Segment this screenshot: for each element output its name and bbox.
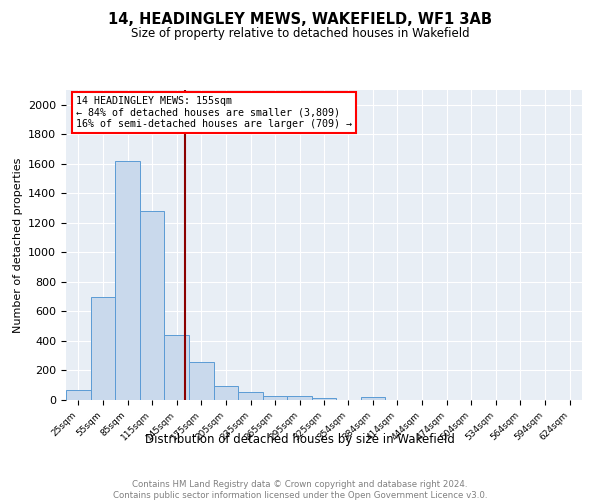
Text: Contains public sector information licensed under the Open Government Licence v3: Contains public sector information licen… [113, 491, 487, 500]
Bar [164, 335, 189, 400]
Bar [91, 296, 115, 400]
Bar [312, 398, 336, 400]
Bar [189, 362, 214, 400]
Text: 14, HEADINGLEY MEWS, WAKEFIELD, WF1 3AB: 14, HEADINGLEY MEWS, WAKEFIELD, WF1 3AB [108, 12, 492, 28]
Bar [238, 392, 263, 400]
Text: Distribution of detached houses by size in Wakefield: Distribution of detached houses by size … [145, 432, 455, 446]
Bar [115, 161, 140, 400]
Bar [361, 397, 385, 400]
Text: Size of property relative to detached houses in Wakefield: Size of property relative to detached ho… [131, 28, 469, 40]
Text: 14 HEADINGLEY MEWS: 155sqm
← 84% of detached houses are smaller (3,809)
16% of s: 14 HEADINGLEY MEWS: 155sqm ← 84% of deta… [76, 96, 352, 130]
Bar [214, 386, 238, 400]
Bar [140, 211, 164, 400]
Bar [263, 396, 287, 400]
Text: Contains HM Land Registry data © Crown copyright and database right 2024.: Contains HM Land Registry data © Crown c… [132, 480, 468, 489]
Bar [66, 390, 91, 400]
Y-axis label: Number of detached properties: Number of detached properties [13, 158, 23, 332]
Bar [287, 396, 312, 400]
